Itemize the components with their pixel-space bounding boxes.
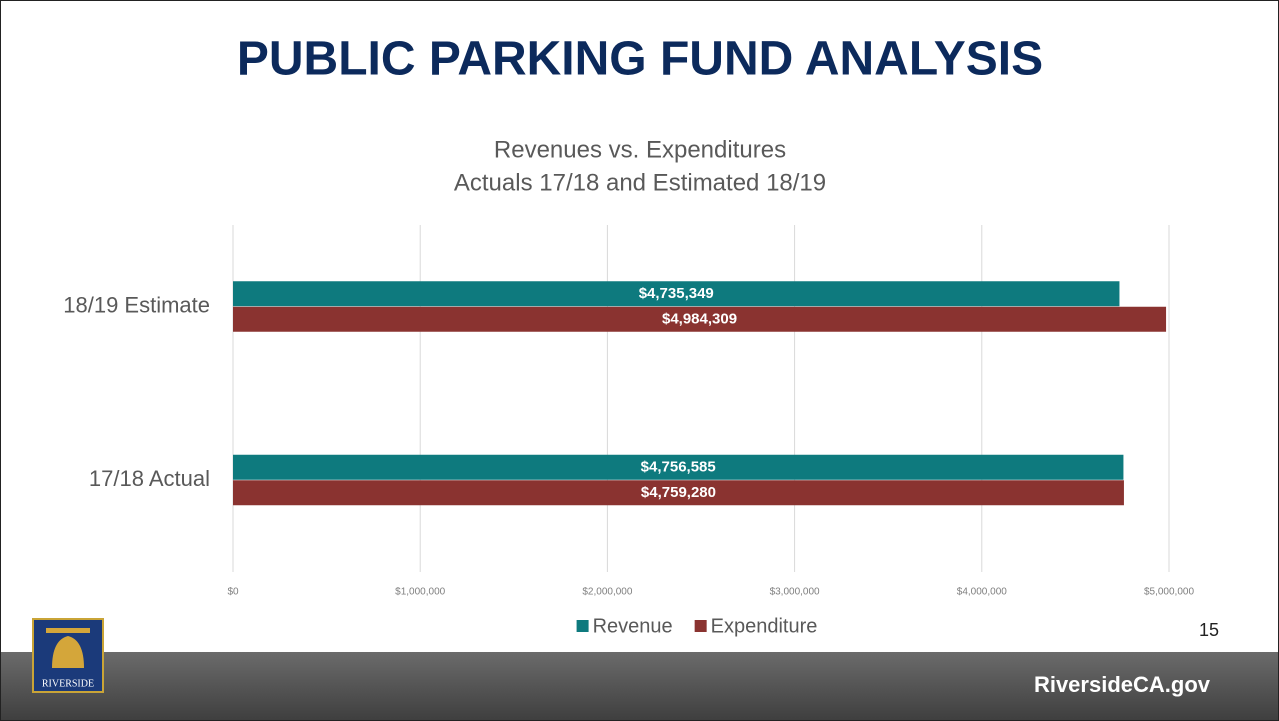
data-label: $4,984,309 xyxy=(662,310,737,327)
legend-swatch xyxy=(576,620,589,632)
data-label: $4,759,280 xyxy=(641,484,716,501)
bar xyxy=(233,281,1120,307)
bar xyxy=(233,454,1124,480)
x-tick-label: $0 xyxy=(227,587,239,598)
logo: RIVERSIDE xyxy=(32,618,104,693)
legend-swatch xyxy=(694,620,707,632)
legend-item: Revenue xyxy=(576,615,673,637)
footer-band xyxy=(1,652,1278,720)
legend-item: Expenditure xyxy=(694,615,818,637)
data-label: $4,756,585 xyxy=(641,458,716,475)
page-number: 15 xyxy=(1199,620,1219,640)
x-tick-label: $1,000,000 xyxy=(395,587,445,598)
chart-title: Revenues vs. Expenditures xyxy=(494,136,786,163)
x-tick-label: $5,000,000 xyxy=(1144,587,1194,598)
data-label: $4,735,349 xyxy=(639,285,714,302)
logo-beam xyxy=(46,628,90,633)
logo-bell xyxy=(52,636,84,668)
logo-text: RIVERSIDE xyxy=(42,678,94,689)
chart-subtitle: Actuals 17/18 and Estimated 18/19 xyxy=(454,169,826,196)
bar xyxy=(233,306,1167,332)
footer-url: RiversideCA.gov xyxy=(1034,672,1211,697)
slide-title: PUBLIC PARKING FUND ANALYSIS xyxy=(237,33,1043,86)
x-tick-label: $2,000,000 xyxy=(582,587,632,598)
bar xyxy=(233,480,1124,506)
legend-label: Expenditure xyxy=(711,615,818,637)
plot: $0 $1,000,000 $2,000,000 $3,000,000 $4,000,0… xyxy=(63,225,1194,637)
y-tick-label: 17/18 Actual xyxy=(89,466,210,491)
x-tick-label: $3,000,000 xyxy=(770,587,820,598)
y-tick-label: 18/19 Estimate xyxy=(63,293,210,318)
legend-label: Revenue xyxy=(593,615,673,637)
x-tick-label: $4,000,000 xyxy=(957,587,1007,598)
